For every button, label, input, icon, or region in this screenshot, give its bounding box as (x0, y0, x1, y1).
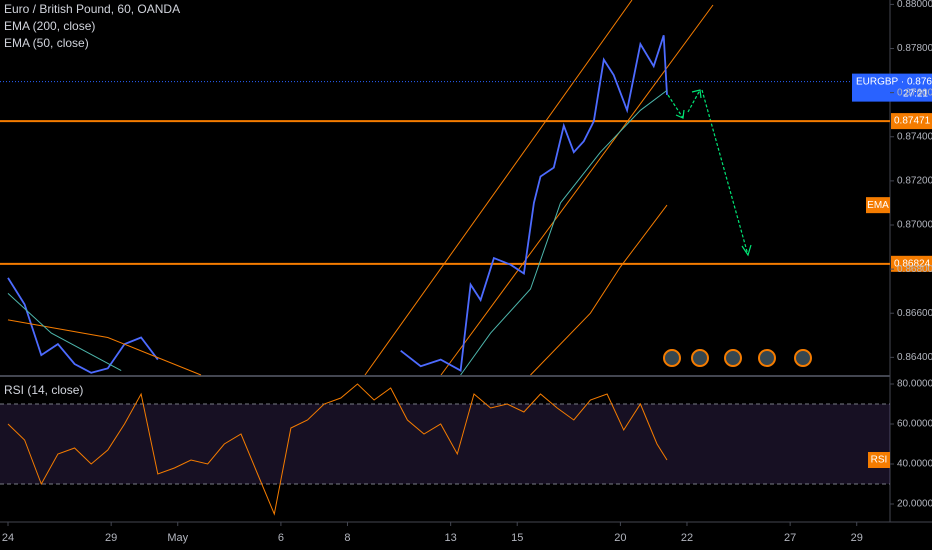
x-tick-label: 8 (344, 532, 350, 544)
drawings (364, 0, 714, 376)
event-icons[interactable] (663, 349, 812, 367)
y-tick-label: 0.87200 (897, 176, 932, 187)
arrow-head (675, 109, 685, 119)
y-tick-label: 0.86400 (897, 352, 932, 363)
x-tick-label: 6 (278, 532, 284, 544)
price-line (7, 293, 122, 372)
rsi-line (7, 383, 668, 516)
y-tick-label: 0.87600 (897, 87, 932, 98)
x-tick-label: 27 (784, 532, 796, 544)
x-tick-label: 29 (851, 532, 863, 544)
countdown: 27:21 (903, 88, 928, 99)
y-tick-label: 0.86800 (897, 264, 932, 275)
x-tick-label: May (167, 532, 188, 544)
legend-entry: EMA (200, close) (4, 19, 95, 33)
y-tick-label: 80.00000 (897, 379, 932, 390)
price-line (7, 319, 202, 376)
arrow (701, 89, 749, 256)
y-tick-label: 0.88000 (897, 0, 932, 10)
arrow-head (741, 244, 752, 257)
last-price-tag (852, 73, 932, 102)
forecast-arrows (667, 89, 752, 257)
arrow-head (691, 89, 702, 99)
event-icon[interactable] (724, 349, 742, 367)
level-tag (891, 113, 932, 130)
x-tick-label: 24 (2, 532, 14, 544)
rsi-tag-label: RSI (871, 455, 888, 466)
price-line (460, 89, 668, 376)
last-price-label: EURGBP · 0.87650 (856, 76, 932, 87)
rsi-band (0, 404, 890, 484)
price-line (400, 35, 668, 373)
event-icon[interactable] (794, 349, 812, 367)
x-tick-label: 15 (511, 532, 523, 544)
x-tick-label: 29 (105, 532, 117, 544)
legend-entry: EMA (50, close) (4, 36, 89, 50)
event-icon[interactable] (758, 349, 776, 367)
x-tick-label: 20 (614, 532, 626, 544)
price-line (7, 277, 159, 374)
level-tag (891, 255, 932, 272)
arrow (687, 89, 701, 113)
y-tick-label: 0.87800 (897, 43, 932, 54)
y-tick-label: 20.00000 (897, 499, 932, 510)
arrow (667, 94, 684, 119)
event-icon[interactable] (663, 349, 681, 367)
channel-line (440, 4, 714, 376)
ema-tag-label: EMA (867, 200, 889, 211)
y-tick-label: 40.00000 (897, 459, 932, 470)
x-tick-label: 22 (681, 532, 693, 544)
price-line (530, 204, 668, 376)
y-tick-label: 60.00000 (897, 419, 932, 430)
ema-tag (866, 197, 890, 214)
y-tick-label: 0.87400 (897, 131, 932, 142)
legend-entry: RSI (14, close) (4, 383, 83, 397)
x-tick-label: 13 (445, 532, 457, 544)
event-icon[interactable] (691, 349, 709, 367)
y-tick-label: 0.86600 (897, 308, 932, 319)
channel-line (364, 0, 633, 376)
level-label: 0.86824 (894, 258, 931, 269)
level-label: 0.87471 (894, 116, 931, 127)
legend-entry: Euro / British Pound, 60, OANDA (4, 2, 180, 16)
rsi-tag (868, 452, 890, 468)
y-tick-label: 0.87000 (897, 220, 932, 231)
